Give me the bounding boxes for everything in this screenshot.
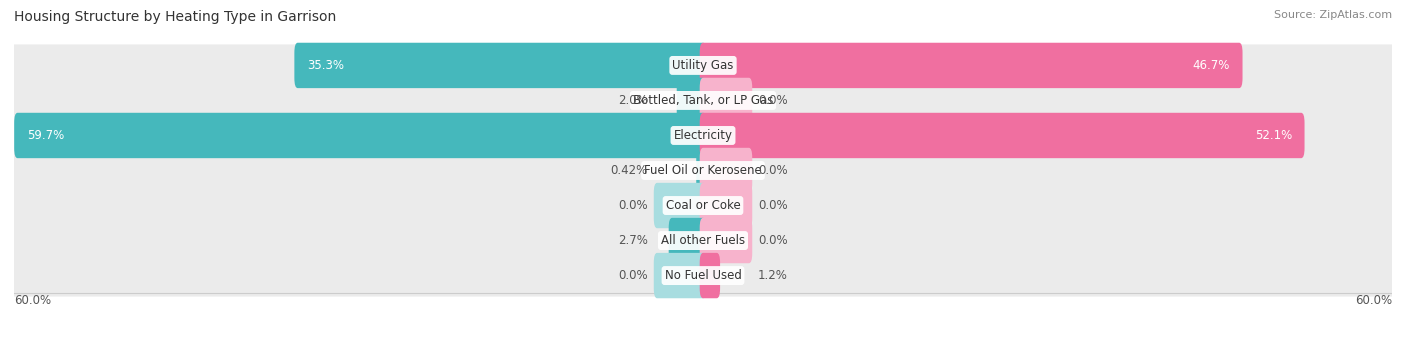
Text: 2.0%: 2.0%	[619, 94, 648, 107]
FancyBboxPatch shape	[669, 218, 706, 263]
Text: 60.0%: 60.0%	[14, 294, 51, 307]
FancyBboxPatch shape	[13, 254, 1393, 297]
FancyBboxPatch shape	[14, 113, 706, 158]
FancyBboxPatch shape	[700, 253, 720, 298]
FancyBboxPatch shape	[654, 253, 706, 298]
FancyBboxPatch shape	[700, 148, 752, 193]
Text: 52.1%: 52.1%	[1254, 129, 1292, 142]
Text: 0.42%: 0.42%	[610, 164, 648, 177]
Text: No Fuel Used: No Fuel Used	[665, 269, 741, 282]
Text: 60.0%: 60.0%	[1355, 294, 1392, 307]
FancyBboxPatch shape	[676, 78, 706, 123]
FancyBboxPatch shape	[13, 149, 1393, 192]
Text: 0.0%: 0.0%	[758, 234, 787, 247]
Text: All other Fuels: All other Fuels	[661, 234, 745, 247]
Text: Bottled, Tank, or LP Gas: Bottled, Tank, or LP Gas	[633, 94, 773, 107]
Text: 0.0%: 0.0%	[758, 94, 787, 107]
FancyBboxPatch shape	[696, 152, 704, 189]
Text: 46.7%: 46.7%	[1192, 59, 1230, 72]
Text: 0.0%: 0.0%	[758, 199, 787, 212]
FancyBboxPatch shape	[13, 184, 1393, 226]
Text: 59.7%: 59.7%	[27, 129, 63, 142]
FancyBboxPatch shape	[700, 183, 752, 228]
FancyBboxPatch shape	[700, 43, 1243, 88]
FancyBboxPatch shape	[700, 113, 1305, 158]
Text: 2.7%: 2.7%	[619, 234, 648, 247]
FancyBboxPatch shape	[13, 220, 1393, 262]
FancyBboxPatch shape	[294, 43, 706, 88]
Text: Electricity: Electricity	[673, 129, 733, 142]
FancyBboxPatch shape	[13, 44, 1393, 87]
Text: Coal or Coke: Coal or Coke	[665, 199, 741, 212]
Text: Fuel Oil or Kerosene: Fuel Oil or Kerosene	[644, 164, 762, 177]
FancyBboxPatch shape	[700, 78, 752, 123]
Text: 0.0%: 0.0%	[758, 164, 787, 177]
Text: 1.2%: 1.2%	[758, 269, 787, 282]
FancyBboxPatch shape	[13, 115, 1393, 157]
FancyBboxPatch shape	[13, 79, 1393, 121]
Text: 0.0%: 0.0%	[619, 269, 648, 282]
Text: Source: ZipAtlas.com: Source: ZipAtlas.com	[1274, 10, 1392, 20]
Text: 0.0%: 0.0%	[619, 199, 648, 212]
Text: Utility Gas: Utility Gas	[672, 59, 734, 72]
Text: 35.3%: 35.3%	[307, 59, 344, 72]
FancyBboxPatch shape	[700, 218, 752, 263]
FancyBboxPatch shape	[654, 183, 706, 228]
Text: Housing Structure by Heating Type in Garrison: Housing Structure by Heating Type in Gar…	[14, 10, 336, 24]
